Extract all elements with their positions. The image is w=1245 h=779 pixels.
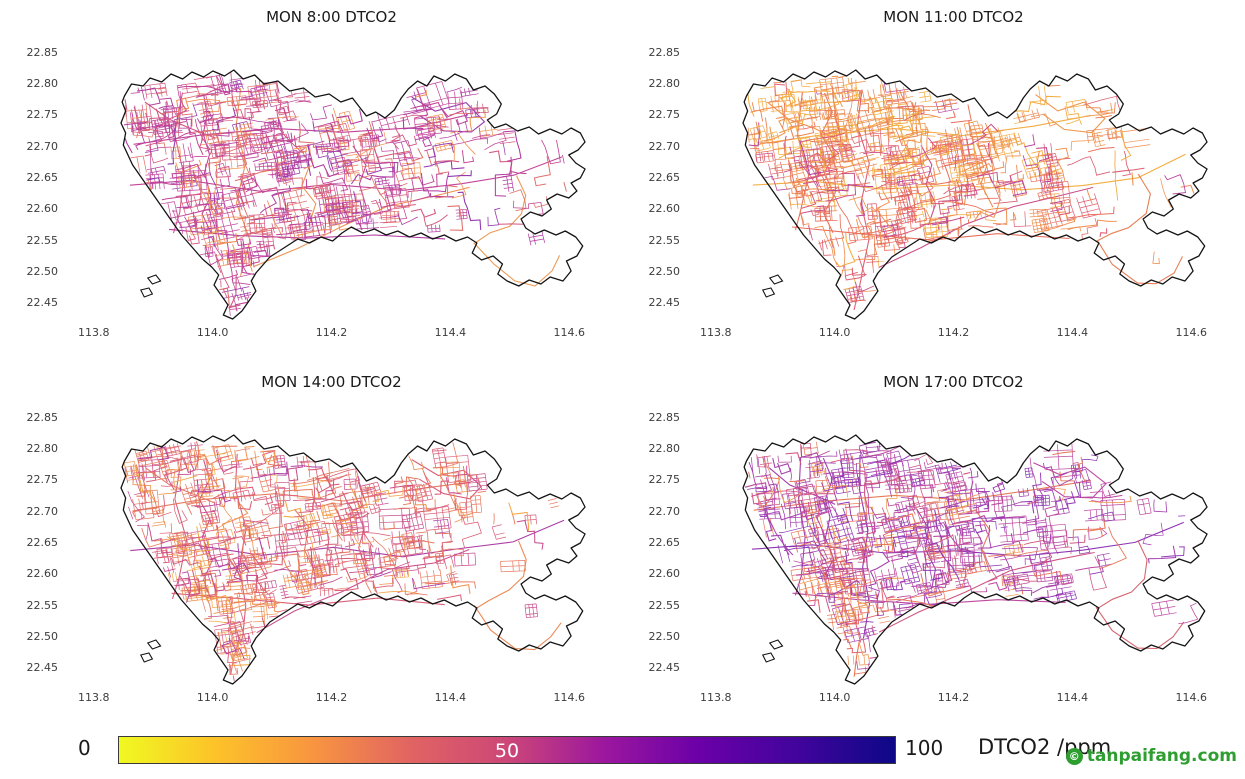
y-tick-label: 22.45 xyxy=(26,296,59,310)
y-tick-label: 22.55 xyxy=(648,598,681,612)
y-tick-label: 22.85 xyxy=(648,45,681,59)
y-tick-label: 22.85 xyxy=(648,410,681,424)
panel-title: MON 17:00 DTCO2 xyxy=(883,373,1024,391)
map-panel-17-00: MON 17:00 DTCO2 22.85 22.80 22.75 22.70 22.65… xyxy=(622,365,1245,730)
map-canvas xyxy=(64,34,599,322)
x-tick-label: 114.2 xyxy=(937,691,970,704)
map-plot-area xyxy=(686,399,1221,687)
y-tick-label: 22.80 xyxy=(26,442,59,456)
y-tick-label: 22.45 xyxy=(648,661,681,675)
x-tick-label: 114.0 xyxy=(196,326,229,339)
x-tick-label: 113.8 xyxy=(699,691,732,704)
map-canvas xyxy=(64,399,599,687)
y-tick-label: 22.55 xyxy=(26,598,59,612)
colorbar-unit-label: DTCO2 /ppm xyxy=(978,735,1112,759)
panels-grid: MON 8:00 DTCO2 22.85 22.80 22.75 22.70 22.65 2… xyxy=(0,0,1245,730)
y-tick-label: 22.45 xyxy=(26,661,59,675)
x-tick-label: 113.8 xyxy=(77,691,110,704)
y-tick-label: 22.45 xyxy=(648,296,681,310)
y-tick-label: 22.55 xyxy=(26,233,59,247)
map-canvas xyxy=(686,399,1221,687)
map-panel-14-00: MON 14:00 DTCO2 22.85 22.80 22.75 22.70 22.65… xyxy=(0,365,622,730)
watermark: © tanpaifang.com xyxy=(1065,746,1237,766)
y-tick-label: 22.65 xyxy=(26,171,59,184)
panel-title: MON 11:00 DTCO2 xyxy=(883,8,1024,26)
y-tick-label: 22.80 xyxy=(648,77,681,91)
y-tick-label: 22.85 xyxy=(26,410,59,424)
y-tick-label: 22.70 xyxy=(26,139,59,153)
y-tick-label: 22.80 xyxy=(26,77,59,91)
colorbar-max-label: 100 xyxy=(905,736,944,760)
x-tick-label: 113.8 xyxy=(77,326,110,339)
x-tick-label: 113.8 xyxy=(699,326,732,339)
x-tick-label: 114.2 xyxy=(315,691,348,704)
y-tick-label: 22.50 xyxy=(648,264,681,278)
colorbar-mid-label: 50 xyxy=(494,740,520,762)
colorbar-row: 0 50 100 DTCO2 /ppm © tanpaifang.com xyxy=(0,730,1245,779)
x-tick-label: 114.2 xyxy=(315,326,348,339)
x-tick-label: 114.4 xyxy=(434,326,467,339)
panel-title: MON 14:00 DTCO2 xyxy=(261,373,402,391)
x-tick-label: 114.0 xyxy=(196,691,229,704)
x-tick-label: 114.0 xyxy=(818,691,851,704)
panel-title: MON 8:00 DTCO2 xyxy=(266,8,397,26)
x-tick-label: 114.6 xyxy=(553,691,586,704)
x-tick-label: 114.6 xyxy=(1175,326,1208,339)
y-tick-label: 22.65 xyxy=(648,536,681,549)
y-tick-label: 22.60 xyxy=(26,202,59,216)
map-canvas xyxy=(686,34,1221,322)
x-tick-label: 114.4 xyxy=(1056,691,1089,704)
y-tick-label: 22.65 xyxy=(648,171,681,184)
y-tick-label: 22.70 xyxy=(26,504,59,518)
x-tick-label: 114.4 xyxy=(1056,326,1089,339)
y-tick-label: 22.75 xyxy=(648,473,681,487)
x-tick-label: 114.2 xyxy=(937,326,970,339)
y-tick-label: 22.75 xyxy=(26,108,59,122)
watermark-logo-icon: © xyxy=(1065,747,1083,765)
watermark-text: tanpaifang.com xyxy=(1086,746,1237,766)
x-tick-label: 114.6 xyxy=(553,326,586,339)
y-tick-label: 22.55 xyxy=(648,233,681,247)
y-tick-label: 22.80 xyxy=(648,442,681,456)
y-tick-label: 22.60 xyxy=(26,567,59,581)
map-plot-area xyxy=(64,399,599,687)
y-tick-label: 22.75 xyxy=(26,473,59,487)
colorbar: 50 xyxy=(118,736,896,764)
y-tick-label: 22.70 xyxy=(648,139,681,153)
y-tick-label: 22.60 xyxy=(648,567,681,581)
y-tick-label: 22.70 xyxy=(648,504,681,518)
y-tick-label: 22.85 xyxy=(26,45,59,59)
y-tick-label: 22.50 xyxy=(648,629,681,643)
y-tick-label: 22.60 xyxy=(648,202,681,216)
map-panel-11-00: MON 11:00 DTCO2 22.85 22.80 22.75 22.70 22.65… xyxy=(622,0,1245,365)
x-tick-label: 114.0 xyxy=(818,326,851,339)
y-tick-label: 22.50 xyxy=(26,264,59,278)
x-tick-label: 114.6 xyxy=(1175,691,1208,704)
map-plot-area xyxy=(64,34,599,322)
y-tick-label: 22.50 xyxy=(26,629,59,643)
x-tick-label: 114.4 xyxy=(434,691,467,704)
map-plot-area xyxy=(686,34,1221,322)
map-panel-8-00: MON 8:00 DTCO2 22.85 22.80 22.75 22.70 22.65 2… xyxy=(0,0,622,365)
y-tick-label: 22.75 xyxy=(648,108,681,122)
y-tick-label: 22.65 xyxy=(26,536,59,549)
colorbar-min-label: 0 xyxy=(78,736,91,760)
